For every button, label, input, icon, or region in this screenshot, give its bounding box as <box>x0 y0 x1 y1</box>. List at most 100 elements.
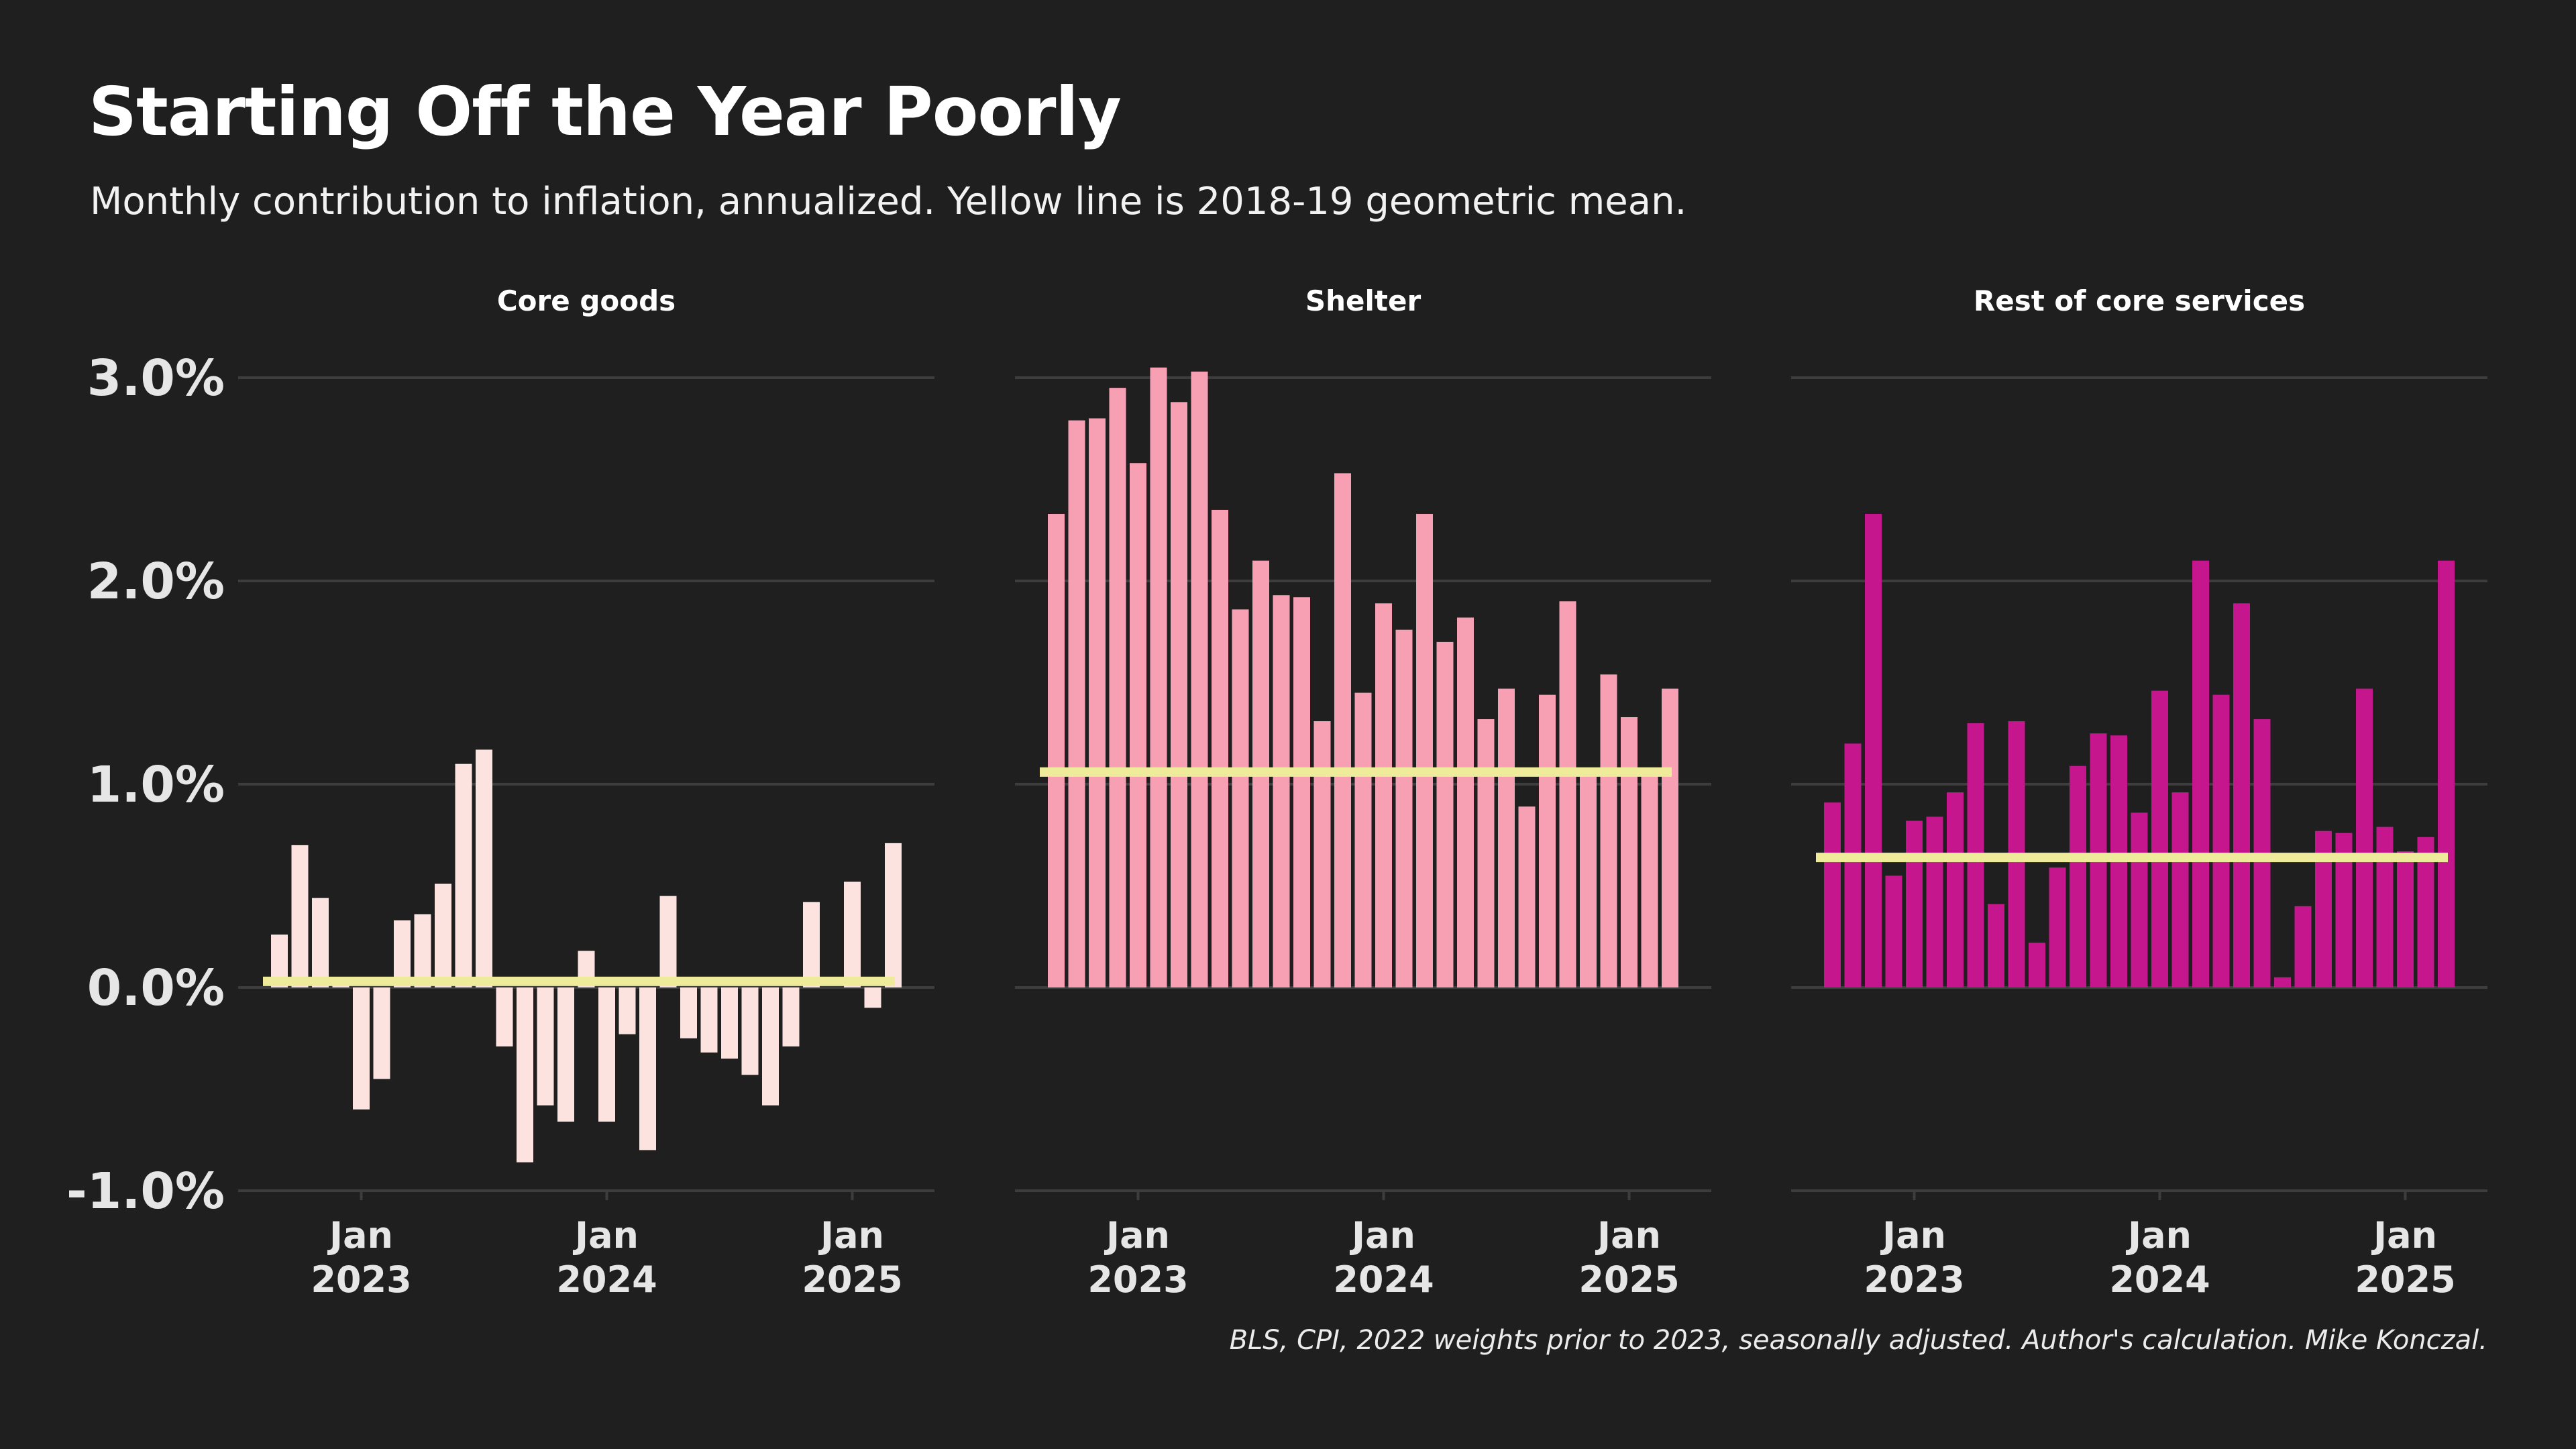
y-tick-label: 3.0% <box>87 350 225 407</box>
bar <box>1354 692 1372 987</box>
x-tick-year: 2025 <box>2355 1258 2455 1301</box>
bar <box>1518 806 1536 987</box>
bar <box>1580 773 1597 987</box>
bar <box>782 987 800 1046</box>
bar <box>1600 674 1617 987</box>
bar <box>1416 514 1433 987</box>
panel-title: Core goods <box>497 284 676 317</box>
bar <box>2151 690 2168 987</box>
bar <box>1988 904 2004 987</box>
x-tick-year: 2025 <box>802 1258 902 1301</box>
x-tick-year: 2025 <box>1578 1258 1679 1301</box>
bar <box>639 987 656 1150</box>
bar <box>1191 371 1208 987</box>
bar <box>844 881 861 987</box>
x-tick-month: Jan <box>818 1214 884 1256</box>
bar <box>680 987 697 1038</box>
bar <box>353 987 370 1110</box>
y-axis: 3.0% 2.0% 1.0% 0.0% -1.0% <box>66 350 225 1220</box>
bar <box>1865 514 1882 987</box>
bar <box>2131 812 2148 987</box>
x-tick-month: Jan <box>1595 1214 1661 1256</box>
chart-panels: Core goodsJan2023Jan2024Jan2025ShelterJa… <box>238 284 2487 1301</box>
x-tick-year: 2024 <box>2109 1258 2210 1301</box>
x-tick-month: Jan <box>1104 1214 1170 1256</box>
bar <box>537 987 554 1106</box>
x-tick-month: Jan <box>327 1214 393 1256</box>
bar <box>455 763 472 987</box>
bar <box>1436 641 1454 987</box>
bar <box>1293 597 1310 987</box>
bar <box>762 987 779 1106</box>
bar <box>1559 601 1576 987</box>
chart-title: Starting Off the Year Poorly <box>89 72 1122 151</box>
bar <box>1395 629 1413 987</box>
bar <box>2070 765 2086 987</box>
y-tick-label: 2.0% <box>87 553 225 610</box>
bar <box>1477 719 1495 987</box>
bar <box>1662 688 1678 987</box>
panel-3: Rest of core servicesJan2023Jan2024Jan20… <box>1791 284 2487 1301</box>
x-tick-year: 2023 <box>311 1258 411 1301</box>
bar <box>721 987 738 1059</box>
bar <box>864 987 881 1008</box>
bar <box>1885 875 1902 987</box>
x-tick-year: 2023 <box>1087 1258 1188 1301</box>
x-tick-month: Jan <box>2125 1214 2192 1256</box>
bar <box>1498 688 1515 987</box>
bar <box>1334 473 1351 987</box>
bar <box>1621 717 1638 987</box>
x-tick-month: Jan <box>1880 1214 1946 1256</box>
bar <box>2417 837 2434 987</box>
bar <box>1947 792 1964 987</box>
bar <box>1457 617 1474 987</box>
bar <box>2397 851 2414 987</box>
bar <box>1375 603 1392 987</box>
bar <box>2029 943 2045 987</box>
bar <box>1048 514 1065 987</box>
bar <box>2438 560 2455 987</box>
bar <box>435 883 451 987</box>
x-tick-month: Jan <box>572 1214 639 1256</box>
bar <box>1089 418 1106 987</box>
bar <box>394 920 411 987</box>
bar <box>1926 816 1943 987</box>
y-tick-label: -1.0% <box>66 1163 225 1220</box>
bar <box>496 987 513 1046</box>
bar <box>1824 802 1841 987</box>
bar <box>1313 721 1331 987</box>
bar <box>2233 603 2250 987</box>
bar <box>2212 694 2230 987</box>
x-tick-year: 2024 <box>1333 1258 1434 1301</box>
bar <box>1906 820 1923 987</box>
bar <box>803 902 820 987</box>
x-tick-year: 2024 <box>556 1258 657 1301</box>
bar <box>885 843 902 987</box>
bar <box>312 898 329 987</box>
bar <box>332 985 350 987</box>
x-tick-month: Jan <box>1349 1214 1415 1256</box>
bar <box>1273 595 1290 987</box>
bar <box>741 987 759 1075</box>
bar <box>517 987 533 1163</box>
bar <box>1844 743 1862 987</box>
bar <box>414 914 431 987</box>
bar <box>2192 560 2209 987</box>
source-caption: BLS, CPI, 2022 weights prior to 2023, se… <box>1229 1325 2487 1356</box>
bar <box>1109 388 1126 987</box>
bar <box>2049 867 2066 987</box>
bar <box>557 987 574 1122</box>
panel-title: Shelter <box>1305 284 1421 317</box>
bar <box>476 749 492 987</box>
bar <box>700 987 718 1053</box>
bar <box>1150 367 1167 987</box>
bar <box>2294 906 2312 987</box>
y-tick-label: 1.0% <box>87 756 225 814</box>
bar <box>291 845 309 987</box>
bar <box>2356 688 2373 987</box>
bar <box>373 987 390 1079</box>
x-tick-month: Jan <box>2371 1214 2437 1256</box>
